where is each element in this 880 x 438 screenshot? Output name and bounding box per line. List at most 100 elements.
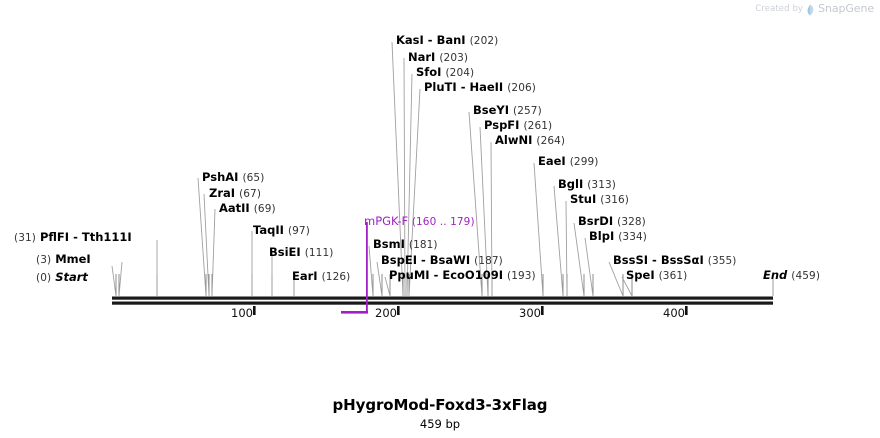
ruler-tick-300 [541,306,544,315]
site-enzyme-name-2: BsaWI [429,253,471,267]
site-position: (181) [408,239,438,251]
feature-label-mpgk-f[interactable]: mPGK-F (160 .. 179) [364,215,475,228]
site-position: (257) [513,105,542,117]
site-enzyme-name: MmeI [55,252,91,266]
site-enzyme-name-2: BssSαI [660,253,704,267]
site-label-pshai[interactable]: PshAI (65) [202,171,264,184]
map-title-block: pHygroMod-Foxd3-3xFlag 459 bp [0,396,880,431]
sequence-backbone [112,296,773,305]
site-enzyme-name: PpuMI [389,268,430,282]
terminus-position: (459) [791,270,821,282]
site-label-blpi[interactable]: BlpI (334) [589,230,647,243]
site-enzyme-name-2: EcoO109I [442,268,503,282]
site-enzyme-name: AlwNI [495,133,533,147]
site-position: (313) [587,179,616,191]
site-label-bsiei[interactable]: BsiEI (111) [269,246,333,259]
site-label-zrai[interactable]: ZraI (67) [209,187,261,200]
site-enzyme-name: PspFI [484,118,520,132]
ruler-label-300: 300 [519,306,541,320]
site-label-sfoi[interactable]: SfoI (204) [416,66,474,79]
terminus-name: Start [55,270,88,284]
site-enzyme-name: PluTI [424,80,457,94]
site-label-eari[interactable]: EarI (126) [292,270,350,283]
site-enzyme-name: ZraI [209,186,236,200]
site-position: (203) [439,52,469,64]
site-label-bsssi-bsssai[interactable]: BssSI - BssSαI (355) [613,253,737,267]
site-enzyme-name: EaeI [538,154,566,168]
ruler-label-400: 400 [663,306,685,320]
site-enzyme-name: SfoI [416,65,442,79]
terminus-name: End [763,268,788,282]
site-position: (69) [253,203,276,215]
site-label-ppumi-ecoo109i[interactable]: PpuMI - EcoO109I (193) [389,268,536,282]
site-label-taqii[interactable]: TaqII (97) [253,224,310,237]
watermark-brand-text: SnapGene [818,2,874,15]
feature-name: mPGK-F [364,214,409,228]
site-position: (3) [36,254,52,266]
site-position: (299) [569,156,599,168]
site-label-pflfi-tth111i[interactable]: (31) PflFI - Tth111I [14,230,132,244]
site-enzyme-name: PflFI [39,230,70,244]
site-label-bspei-bsawi[interactable]: BspEI - BsaWI (187) [381,253,503,267]
site-position: (31) [14,232,36,244]
sequence-length-label: 459 bp [419,417,461,431]
site-enzyme-name: StuI [570,192,597,206]
ruler-label-100: 100 [231,306,253,320]
site-enzyme-name: KasI [396,33,424,47]
site-position: (204) [445,67,475,79]
site-position: (206) [507,82,536,94]
site-label-eaei[interactable]: EaeI (299) [538,155,598,168]
site-label-spei[interactable]: SpeI (361) [626,269,687,282]
ruler-tick-100 [253,306,256,315]
site-enzyme-name: BseYI [473,103,510,117]
site-position: (193) [507,270,536,282]
site-label-pluti-haeii[interactable]: PluTI - HaeII (206) [424,80,536,94]
feature-mpgk-f[interactable] [341,222,368,314]
site-label-alwni[interactable]: AlwNI (264) [495,134,565,147]
site-label-bsmi[interactable]: BsmI (181) [373,238,438,251]
watermark-created-by-text: Created by [755,3,804,14]
site-position: (126) [321,271,351,283]
site-position: (97) [287,225,310,237]
site-enzyme-name: EarI [292,269,318,283]
site-position: (361) [658,270,688,282]
site-label-aatii[interactable]: AatII (69) [219,202,276,215]
feature-range: (160 .. 179) [411,216,475,228]
ruler-label-200: 200 [375,306,397,320]
terminus-label-start[interactable]: (0) Start [36,271,88,284]
site-position: (264) [536,135,566,147]
site-enzyme-name: BsmI [373,237,405,251]
terminus-label-end[interactable]: End (459) [763,269,820,282]
site-enzyme-name: PshAI [202,170,239,184]
site-label-bseyi[interactable]: BseYI (257) [473,104,542,117]
site-position: (355) [707,255,737,267]
ruler-ticks [253,306,688,315]
site-position: (316) [600,194,629,206]
site-label-pspfi[interactable]: PspFI (261) [484,119,552,132]
site-enzyme-name: BssSI [613,253,649,267]
terminus-position: (0) [36,272,52,284]
site-enzyme-name: TaqII [253,223,284,237]
site-label-kasi-bani[interactable]: KasI - BanI (202) [396,33,499,47]
site-position: (111) [304,247,334,259]
site-position: (328) [617,216,646,228]
leader-lines [111,41,774,297]
site-position: (261) [523,120,553,132]
site-enzyme-name: BsrDI [578,214,614,228]
snapgene-leaf-icon [806,4,815,16]
site-position: (202) [469,35,499,47]
site-label-bgli[interactable]: BglI (313) [558,178,616,191]
site-enzyme-name: BlpI [589,229,615,243]
site-enzyme-name-2: BanI [436,33,466,47]
site-enzyme-name-2: Tth111I [81,230,132,244]
site-label-stui[interactable]: StuI (316) [570,193,629,206]
site-enzyme-name-2: HaeII [469,80,504,94]
site-position: (65) [242,172,265,184]
site-enzyme-name: SpeI [626,268,655,282]
site-label-nari[interactable]: NarI (203) [408,51,468,64]
page-title: pHygroMod-Foxd3-3xFlag [332,396,548,414]
site-label-bsrdi[interactable]: BsrDI (328) [578,215,646,228]
site-label-mmei[interactable]: (3) MmeI [36,253,91,266]
ruler-tick-400 [685,306,688,315]
site-enzyme-name: BspEI [381,253,417,267]
